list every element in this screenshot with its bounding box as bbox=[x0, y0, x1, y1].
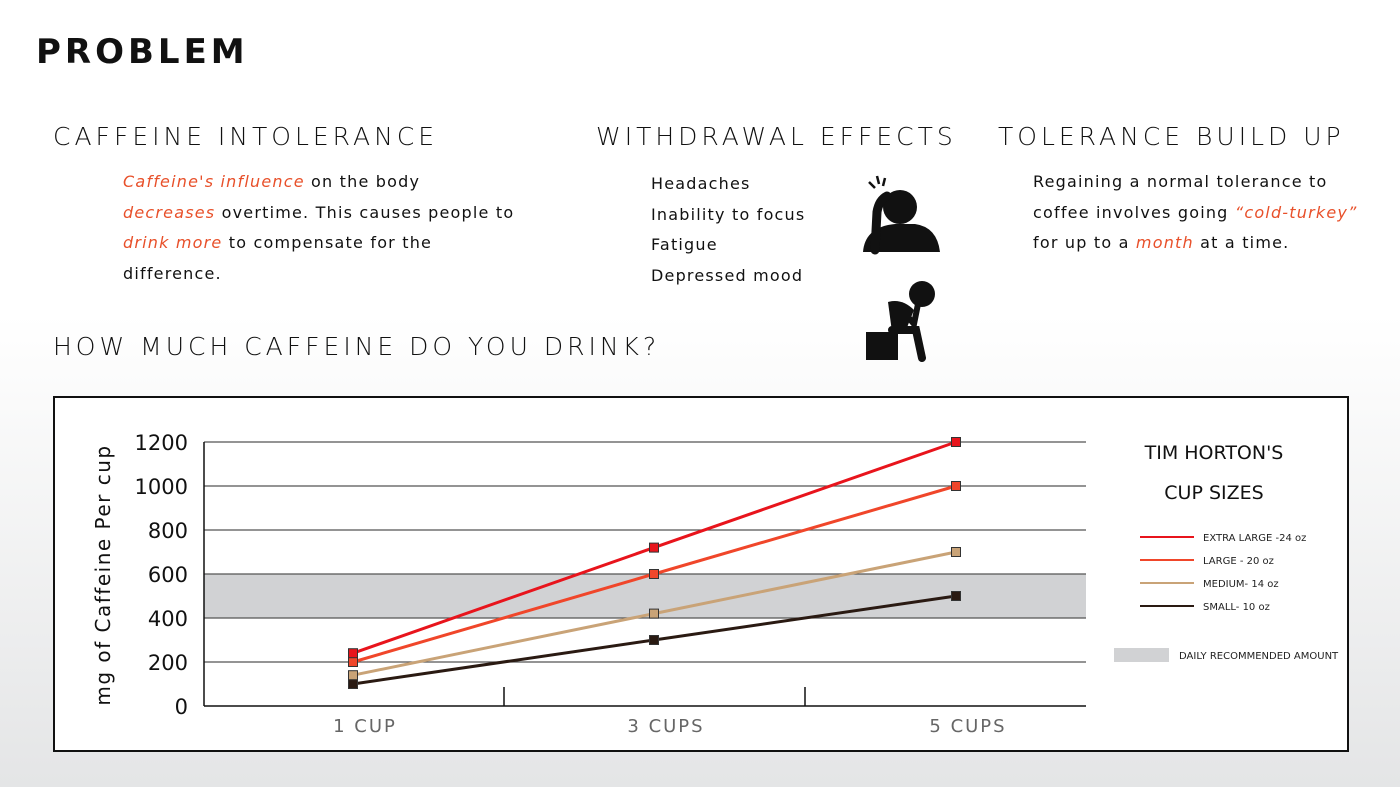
data-point bbox=[951, 481, 961, 491]
caffeine-intolerance-heading: CAFFEINE INTOLERANCE bbox=[53, 122, 439, 151]
text: difference. bbox=[123, 263, 222, 283]
data-point bbox=[649, 635, 659, 645]
caffeine-intolerance-text: Caffeine's influence on the body decreas… bbox=[123, 167, 563, 289]
y-axis-label: mg of Caffeine Per cup bbox=[91, 444, 115, 705]
list-item: Fatigue bbox=[651, 235, 718, 254]
x-tick-label: 1 CUP bbox=[333, 716, 397, 737]
data-point bbox=[348, 679, 358, 689]
text: for up to a bbox=[1033, 233, 1136, 252]
x-tick-label: 3 CUPS bbox=[627, 716, 704, 737]
data-point bbox=[649, 542, 659, 553]
legend-title: TIM HORTON'S bbox=[1144, 442, 1284, 464]
text: coffee involves going bbox=[1033, 202, 1235, 222]
data-point bbox=[649, 608, 659, 619]
chart-question-heading: HOW MUCH CAFFEINE DO YOU DRINK? bbox=[53, 332, 661, 361]
y-tick-label: 800 bbox=[148, 519, 188, 543]
data-point bbox=[348, 670, 358, 681]
text: to compensate for the bbox=[222, 233, 433, 252]
emphasis: decreases bbox=[123, 202, 216, 222]
data-point bbox=[951, 437, 961, 447]
y-tick-label: 0 bbox=[175, 695, 188, 719]
data-point bbox=[348, 657, 358, 667]
legend-band-swatch bbox=[1114, 648, 1169, 662]
depressed-person-icon bbox=[866, 281, 935, 362]
legend-label: LARGE - 20 oz bbox=[1203, 556, 1274, 567]
text: on the body bbox=[304, 172, 421, 191]
data-point bbox=[348, 648, 358, 659]
page-title: PROBLEM bbox=[36, 32, 249, 72]
y-tick-label: 400 bbox=[148, 607, 188, 631]
list-item: Depressed mood bbox=[651, 265, 804, 285]
text: at a time. bbox=[1193, 233, 1290, 252]
y-tick-label: 200 bbox=[148, 651, 188, 675]
text: Regaining a normal tolerance to bbox=[1033, 172, 1328, 191]
emphasis: Caffeine's influence bbox=[123, 172, 305, 191]
legend-label: MEDIUM- 14 oz bbox=[1203, 579, 1279, 590]
data-point bbox=[951, 591, 961, 601]
emphasis: drink more bbox=[123, 233, 223, 252]
y-tick-label: 1200 bbox=[135, 431, 188, 455]
legend-band-label: DAILY RECOMMENDED AMOUNT bbox=[1179, 651, 1339, 662]
recommended-band bbox=[204, 574, 1086, 618]
tolerance-text: Regaining a normal tolerance to coffee i… bbox=[1033, 167, 1393, 259]
list-item: Inability to focus bbox=[651, 204, 806, 224]
data-point bbox=[951, 547, 961, 557]
headache-person-icon bbox=[863, 175, 940, 255]
tolerance-heading: TOLERANCE BUILD UP bbox=[998, 122, 1345, 151]
emphasis: “cold-turkey” bbox=[1234, 202, 1358, 222]
y-tick-label: 1000 bbox=[135, 475, 188, 499]
text: overtime. This causes people to bbox=[215, 202, 515, 222]
y-tick-label: 600 bbox=[148, 563, 188, 587]
legend-label: EXTRA LARGE -24 oz bbox=[1203, 533, 1306, 544]
withdrawal-heading: WITHDRAWAL EFFECTS bbox=[596, 122, 957, 151]
withdrawal-list: Headaches Inability to focus Fatigue Dep… bbox=[651, 169, 805, 291]
data-point bbox=[649, 569, 659, 579]
list-item: Headaches bbox=[651, 174, 751, 193]
emphasis: month bbox=[1135, 233, 1194, 252]
legend-title: CUP SIZES bbox=[1164, 482, 1263, 504]
legend-label: SMALL- 10 oz bbox=[1203, 602, 1270, 613]
x-tick-label: 5 CUPS bbox=[929, 716, 1006, 737]
